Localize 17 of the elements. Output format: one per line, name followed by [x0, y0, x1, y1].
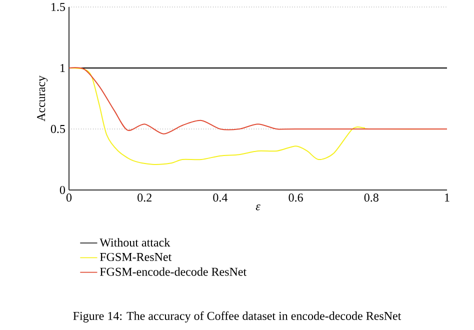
x-tick-label: 0.4: [213, 194, 228, 202]
legend-label: FGSM-encode-decode ResNet: [100, 267, 247, 276]
y-tick-label: 1: [60, 64, 65, 72]
x-axis-title: ε: [256, 204, 260, 210]
x-tick-label: 0: [66, 194, 72, 202]
x-tick-label: 0.8: [364, 194, 378, 202]
caption: Figure 14: The accuracy of Coffee dataset in encode-decode ResNet: [73, 311, 402, 322]
x-tick-label: 0.2: [138, 194, 152, 202]
y-tick-label: 0: [60, 186, 66, 194]
y-tick-label: 0.5: [50, 124, 66, 134]
line-series: [69, 67, 448, 134]
y-tick-label: 1.5: [52, 2, 66, 12]
x-tick-label: 1: [445, 194, 450, 202]
x-tick-label: 0.6: [288, 194, 303, 202]
legend-label: Without attack: [100, 238, 170, 247]
legend-label: FGSM-ResNet: [100, 252, 172, 262]
y-axis-title: Accuracy: [37, 76, 48, 122]
